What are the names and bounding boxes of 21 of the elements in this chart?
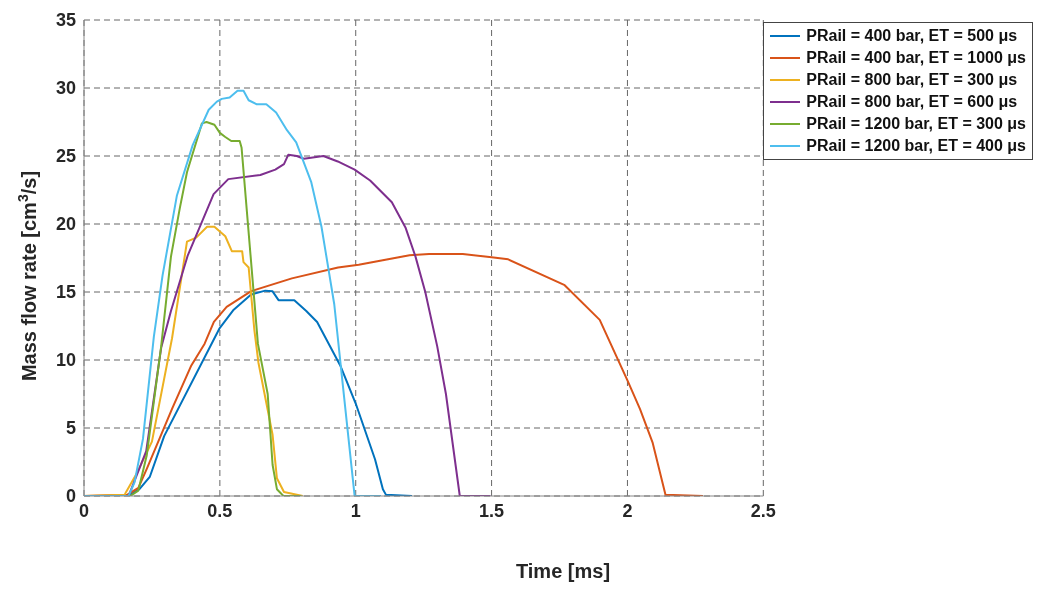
x-tick-label: 0.5	[207, 500, 233, 521]
legend-label: PRail = 800 bar, ET = 600 μs	[806, 92, 1018, 112]
y-tick-label: 10	[55, 350, 76, 371]
x-tick-label: 0	[78, 500, 90, 521]
legend-label: PRail = 1200 bar, ET = 400 μs	[806, 136, 1026, 156]
y-tick-label: 15	[55, 282, 76, 303]
legend-label: PRail = 400 bar, ET = 1000 μs	[806, 48, 1026, 68]
x-tick-label: 1.5	[479, 500, 505, 521]
y-tick-label: 35	[55, 10, 76, 31]
x-tick-label: 2.5	[750, 500, 776, 521]
x-axis-title: Time [ms]	[515, 560, 611, 582]
legend-label: PRail = 1200 bar, ET = 300 μs	[806, 114, 1026, 134]
x-tick-label: 1	[350, 500, 361, 521]
y-tick-label: 30	[55, 78, 76, 99]
legend-label: PRail = 800 bar, ET = 300 μs	[806, 70, 1018, 90]
y-tick-label: 0	[65, 486, 76, 507]
y-tick-label: 20	[55, 214, 76, 235]
y-tick-label: 5	[65, 418, 76, 439]
legend-label: PRail = 400 bar, ET = 500 μs	[806, 26, 1018, 46]
y-tick-label: 25	[55, 146, 76, 167]
x-tick-label: 2	[622, 500, 633, 521]
